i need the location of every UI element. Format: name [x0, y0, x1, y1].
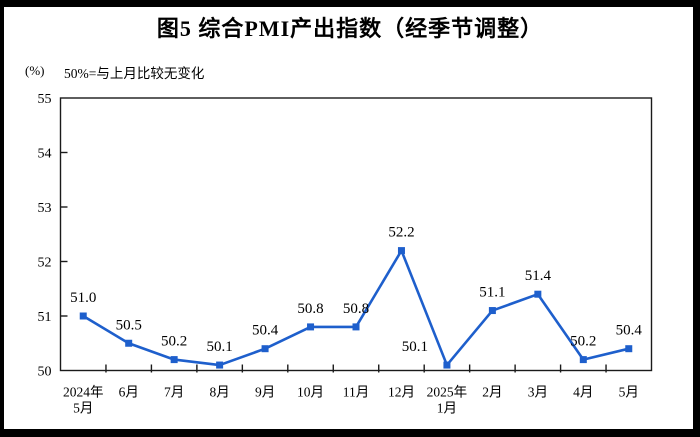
data-point-marker [352, 323, 360, 331]
x-tick-label: 5月 [73, 401, 93, 416]
series-composite-pmi [79, 247, 633, 369]
value-label: 52.2 [388, 225, 414, 241]
value-label: 51.4 [525, 268, 552, 284]
data-point-marker [534, 290, 542, 298]
x-tick-label: 2月 [482, 385, 502, 400]
value-label: 50.4 [252, 323, 279, 339]
axes [59, 97, 653, 373]
value-label: 50.4 [616, 323, 643, 339]
x-tick-label: 5月 [619, 385, 639, 400]
y-tick-label: 54 [38, 147, 52, 162]
data-point-marker [625, 345, 633, 353]
y-axis-labels: 50 51 52 53 54 55 [38, 92, 52, 380]
value-label: 50.1 [206, 339, 232, 355]
value-label: 50.1 [402, 339, 428, 355]
data-point-marker [125, 339, 133, 347]
x-tick-label: 12月 [388, 385, 415, 400]
x-tick-label: 4月 [573, 385, 593, 400]
value-label: 50.5 [116, 317, 142, 333]
chart-title: 图5 综合PMI产出指数（经季节调整） [156, 16, 544, 41]
data-point-marker [261, 345, 269, 353]
data-point-marker [443, 361, 451, 369]
x-tick-label: 7月 [164, 385, 184, 400]
value-label: 51.0 [70, 290, 96, 306]
value-label: 51.1 [479, 285, 505, 301]
y-tick-label: 50 [38, 365, 52, 380]
reference-line-note: 50%=与上月比较无变化 [64, 66, 205, 81]
x-tick-label: 8月 [209, 385, 229, 400]
value-label: 50.8 [343, 301, 369, 317]
x-tick-label: 1月 [437, 401, 457, 416]
y-axis-unit-label: (%) [25, 63, 45, 78]
y-tick-label: 53 [38, 201, 52, 216]
value-label: 50.2 [570, 334, 596, 350]
value-label: 50.8 [297, 301, 323, 317]
data-point-marker [397, 247, 405, 255]
y-tick-label: 51 [38, 310, 52, 325]
x-tick-label: 11月 [343, 385, 370, 400]
value-label: 50.2 [161, 334, 187, 350]
data-point-marker [216, 361, 224, 369]
x-tick-label: 2024年 [63, 385, 104, 400]
x-tick-label: 3月 [528, 385, 548, 400]
data-point-marker [307, 323, 315, 331]
data-point-marker [488, 307, 496, 315]
x-tick-label: 9月 [255, 385, 275, 400]
data-point-marker [170, 356, 178, 364]
x-tick-label: 6月 [119, 385, 139, 400]
value-labels: 51.0 50.5 50.2 50.1 50.4 50.8 50.8 52.2 50.1 51.1… [70, 225, 642, 355]
data-point-marker [79, 312, 87, 320]
y-tick-label: 52 [38, 256, 52, 271]
data-point-marker [579, 356, 587, 364]
y-tick-label: 55 [38, 92, 52, 107]
x-tick-label: 2025年 [427, 385, 468, 400]
x-tick-label: 10月 [297, 385, 324, 400]
